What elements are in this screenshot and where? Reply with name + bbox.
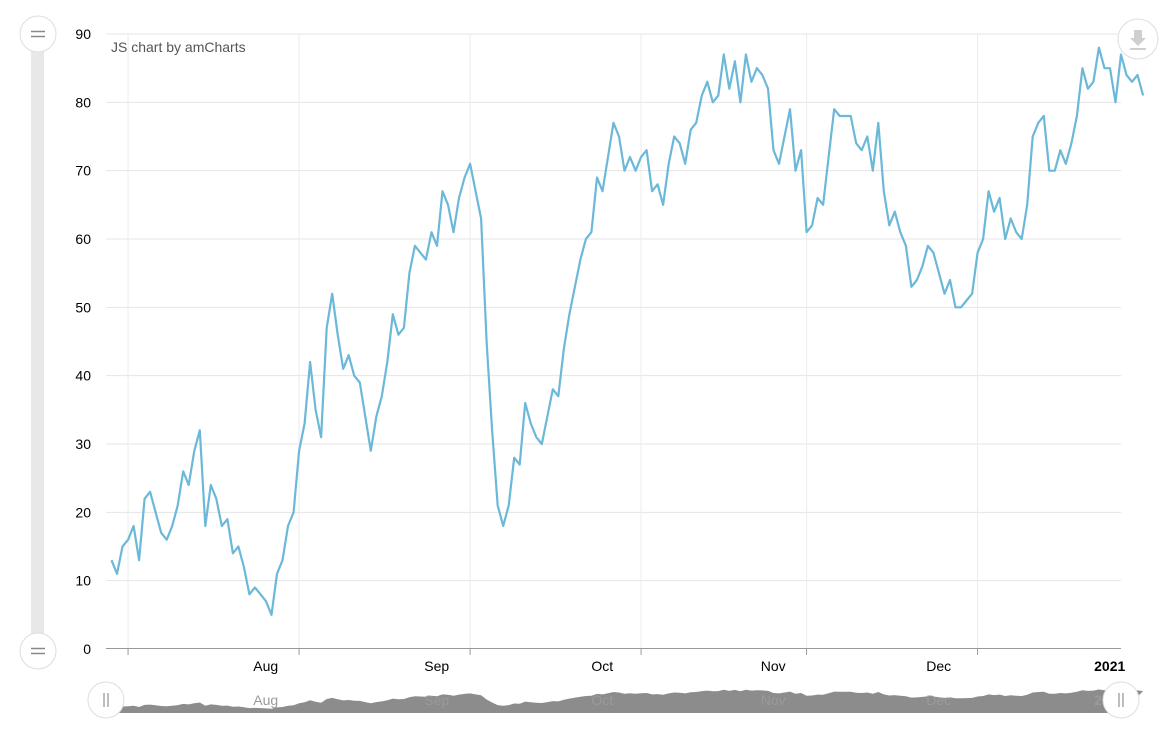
x-tick-label: Nov bbox=[761, 658, 786, 674]
scrollbar-preview-area bbox=[106, 689, 1144, 713]
x-tick-label: 2021 bbox=[1094, 658, 1125, 674]
scrollbar-label: Sep bbox=[424, 692, 449, 708]
y-tick-label: 60 bbox=[75, 231, 91, 247]
scrollbar-grip-left[interactable] bbox=[87, 681, 125, 719]
x-tick-label: Oct bbox=[591, 658, 613, 674]
series-line bbox=[110, 46, 1145, 616]
chart-credit[interactable]: JS chart by amCharts bbox=[111, 39, 246, 55]
vertical-zoom-handle-bottom[interactable] bbox=[19, 632, 57, 670]
scrollbar-grip-right[interactable] bbox=[1102, 681, 1140, 719]
scrollbar-label: Dec bbox=[926, 692, 951, 708]
y-tick-label: 0 bbox=[83, 641, 91, 657]
y-tick-label: 70 bbox=[75, 163, 91, 179]
grip-lines-icon bbox=[31, 30, 45, 38]
y-tick-label: 10 bbox=[75, 573, 91, 589]
vertical-gridlines bbox=[127, 34, 979, 655]
export-button[interactable] bbox=[1117, 18, 1159, 60]
y-tick-label: 80 bbox=[75, 94, 91, 110]
vertical-zoom-scrollbar[interactable] bbox=[19, 15, 57, 670]
scrollbar-label: Nov bbox=[761, 692, 786, 708]
grip-vertical-icon bbox=[103, 693, 109, 707]
horizontal-gridlines bbox=[106, 33, 1121, 582]
scrollbar-label: Aug bbox=[253, 692, 278, 708]
x-axis-tick-labels: Aug Sep Oct Nov Dec 2021 bbox=[253, 658, 1125, 674]
x-tick-label: Dec bbox=[926, 658, 951, 674]
vertical-scrollbar-track[interactable] bbox=[31, 34, 44, 649]
vertical-zoom-handle-top[interactable] bbox=[19, 15, 57, 53]
y-tick-label: 20 bbox=[75, 504, 91, 520]
download-icon bbox=[1130, 30, 1146, 50]
y-axis-tick-labels: 0 10 20 30 40 50 60 70 80 90 bbox=[75, 26, 91, 657]
x-tick-label: Sep bbox=[424, 658, 449, 674]
y-tick-label: 30 bbox=[75, 436, 91, 452]
x-tick-label: Aug bbox=[253, 658, 278, 674]
y-tick-label: 40 bbox=[75, 368, 91, 384]
grip-lines-icon bbox=[31, 647, 45, 655]
y-tick-label: 50 bbox=[75, 299, 91, 315]
y-tick-label: 90 bbox=[75, 26, 91, 42]
grip-vertical-icon bbox=[1118, 693, 1124, 707]
scrollbar-label: Oct bbox=[591, 692, 613, 708]
